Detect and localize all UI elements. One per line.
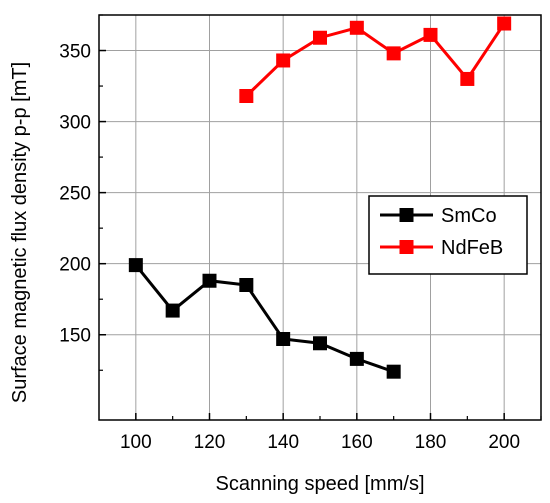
x-tick-label: 100 (120, 432, 152, 453)
data-point-smco (202, 273, 217, 288)
legend-label-smco: SmCo (441, 205, 497, 227)
data-point-smco (313, 336, 327, 351)
x-tick-label: 180 (415, 432, 447, 453)
data-point-ndfeb (386, 46, 401, 61)
x-axis-title: Scanning speed [mm/s] (216, 473, 425, 495)
y-tick-label: 300 (59, 113, 91, 134)
legend-box (368, 195, 528, 275)
y-axis-title: Surface magnetic flux density p-p [mT] (9, 62, 31, 403)
legend-marker-smco (399, 208, 414, 222)
data-point-ndfeb (460, 71, 475, 86)
legend-marker-ndfeb (399, 240, 414, 254)
y-tick-label: 200 (59, 255, 91, 276)
series-group (128, 16, 512, 379)
data-point-smco (276, 332, 291, 346)
y-tick-label: 350 (59, 42, 91, 63)
x-tick-label: 140 (267, 432, 299, 453)
legend: SmCo NdFeB (368, 195, 528, 275)
x-tick-label: 120 (194, 432, 226, 453)
legend-label-ndfeb: NdFeB (441, 237, 503, 259)
data-point-ndfeb (313, 30, 327, 45)
y-tick-label: 150 (59, 326, 91, 347)
data-point-ndfeb (497, 16, 512, 31)
x-tick-label: 200 (488, 432, 520, 453)
data-point-smco (239, 278, 254, 292)
data-point-ndfeb (349, 20, 364, 35)
data-point-ndfeb (239, 89, 254, 103)
data-point-smco (128, 258, 143, 273)
axis-ticks: 100 120 140 160 180 200 150 200 250 300 350 (59, 14, 542, 453)
data-point-ndfeb (423, 27, 438, 42)
data-point-smco (165, 303, 180, 318)
x-tick-label: 160 (341, 432, 373, 453)
data-point-smco (349, 351, 364, 366)
data-point-smco (386, 364, 401, 379)
y-tick-label: 250 (59, 184, 91, 205)
data-point-ndfeb (276, 53, 291, 68)
